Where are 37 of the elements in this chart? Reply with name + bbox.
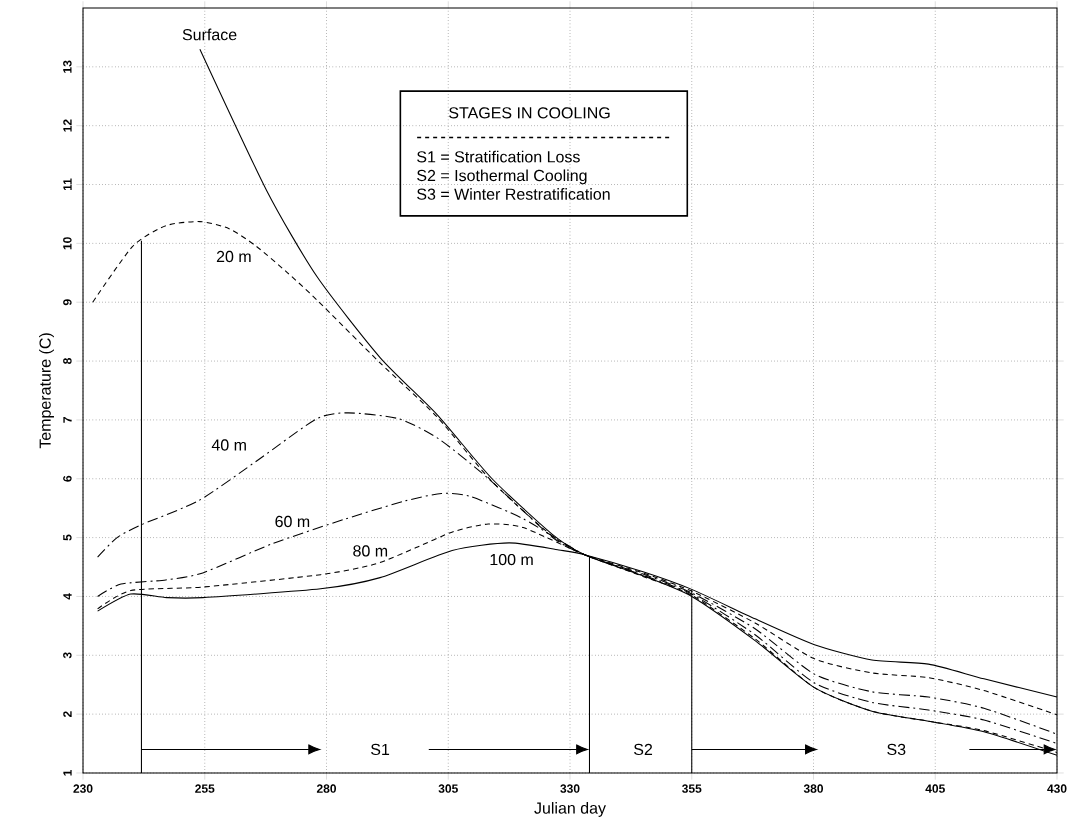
x-tick-label: 355 <box>682 784 702 793</box>
x-tick-label: 305 <box>438 784 458 793</box>
y-axis-title: Temperature (C) <box>39 333 54 449</box>
series-label: 60 m <box>275 515 310 528</box>
y-tick-label: 6 <box>63 475 72 482</box>
series-label: Surface <box>182 28 237 41</box>
annotation: S3 = Winter Restratification <box>417 188 610 200</box>
x-tick-label: 430 <box>1047 784 1067 793</box>
x-tick-label: 230 <box>73 784 93 793</box>
annotation: STAGES IN COOLING <box>449 107 610 119</box>
y-tick-label: 10 <box>63 237 72 250</box>
y-tick-label: 12 <box>63 119 72 132</box>
y-tick-label: 3 <box>63 652 72 659</box>
series-label: 20 m <box>216 250 251 263</box>
x-tick-label: 330 <box>560 784 580 793</box>
annotation: S2 <box>634 743 653 756</box>
x-tick-label: 280 <box>316 784 337 793</box>
y-tick-label: 4 <box>63 593 72 600</box>
annotation: S1 <box>371 743 390 756</box>
series-label: 80 m <box>353 545 388 557</box>
x-tick-label: 380 <box>803 784 824 793</box>
x-tick-label: 405 <box>925 784 945 793</box>
y-tick-label: 2 <box>63 711 72 718</box>
y-tick-label: 11 <box>63 178 72 191</box>
annotation: S2 = Isothermal Cooling <box>417 169 587 185</box>
x-tick-label: 255 <box>195 784 215 793</box>
y-tick-label: 9 <box>63 299 72 306</box>
annotation: S3 <box>887 743 906 756</box>
series-label: 40 m <box>211 439 246 451</box>
x-axis-title: Julian day <box>534 802 606 817</box>
series-label: 100 m <box>490 553 533 566</box>
y-tick-label: 13 <box>63 60 72 73</box>
y-tick-label: 1 <box>63 769 72 776</box>
y-tick-label: 7 <box>63 417 72 423</box>
annotation: S1 = Stratification Loss <box>417 150 580 163</box>
y-tick-label: 8 <box>63 358 72 365</box>
y-tick-label: 5 <box>63 534 72 541</box>
